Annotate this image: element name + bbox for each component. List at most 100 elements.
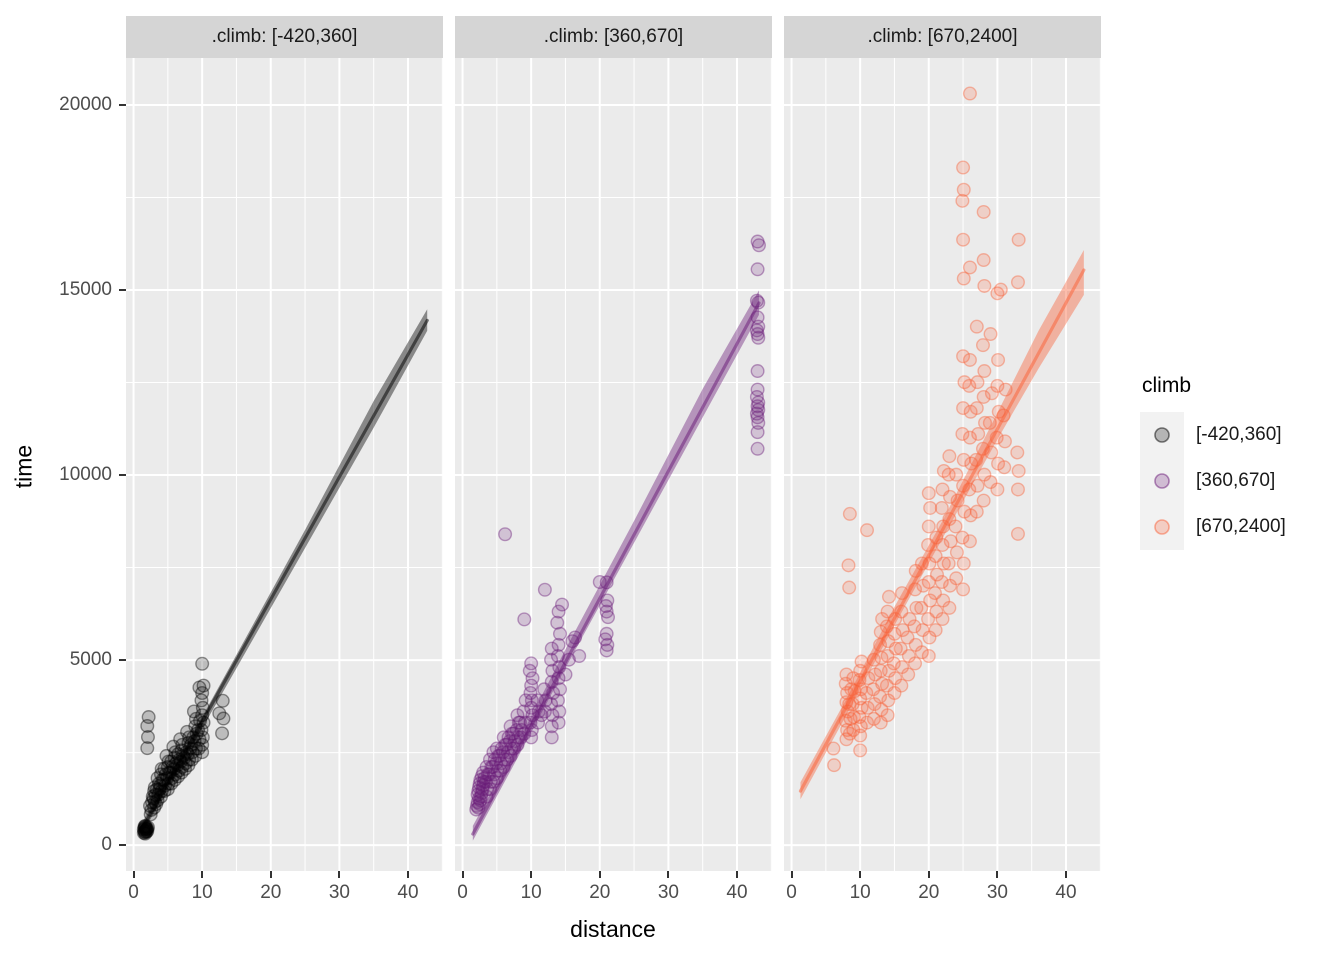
data-point (942, 449, 957, 464)
data-point (524, 678, 539, 693)
data-point (178, 761, 193, 776)
data-point (489, 771, 504, 786)
data-point (854, 654, 869, 669)
data-point (971, 426, 986, 441)
data-point (852, 673, 867, 688)
data-point (551, 671, 566, 686)
legend-title: climb (1142, 374, 1192, 397)
data-point (164, 776, 179, 791)
data-point (506, 726, 521, 741)
data-point (866, 682, 881, 697)
data-point (162, 765, 177, 780)
panel-plot-area (455, 58, 772, 871)
data-point (914, 645, 929, 660)
x-tick-label: 30 (328, 882, 350, 903)
data-point (599, 575, 614, 590)
data-point (471, 784, 486, 799)
x-tick-label: 0 (128, 882, 139, 903)
data-point (180, 724, 195, 739)
data-point (915, 623, 930, 638)
data-point (978, 415, 993, 430)
legend: climb [-420,360] [360,670] [670,2400] (1130, 374, 1344, 550)
x-tick-mark (859, 871, 862, 878)
data-point (472, 791, 487, 806)
data-point (517, 726, 532, 741)
data-point (860, 523, 875, 538)
data-point (486, 745, 501, 760)
data-point (840, 686, 855, 701)
data-point (941, 556, 956, 571)
data-point (839, 732, 854, 747)
data-point (900, 630, 915, 645)
data-point (137, 819, 152, 834)
data-point (484, 760, 499, 775)
data-point (838, 713, 853, 728)
data-point (140, 741, 155, 756)
data-point (472, 797, 487, 812)
x-tick-mark (736, 871, 738, 878)
data-point (164, 771, 179, 786)
x-tick-mark (1065, 871, 1067, 878)
data-point (504, 741, 519, 756)
data-point (879, 619, 894, 634)
x-axis-title: distance (570, 916, 656, 942)
data-point (942, 512, 957, 527)
y-tick-label: 20000 (59, 93, 112, 115)
x-tick-mark (269, 871, 272, 878)
data-point (485, 760, 500, 775)
data-point (887, 626, 902, 641)
data-point (171, 747, 186, 762)
data-point (551, 715, 566, 730)
data-point (957, 504, 972, 519)
y-tick-mark (119, 659, 126, 662)
data-point (840, 704, 855, 719)
data-point (163, 765, 178, 780)
data-point (921, 519, 936, 534)
data-point (901, 649, 916, 664)
data-point (195, 656, 210, 671)
data-point (140, 821, 155, 836)
data-point (511, 715, 526, 730)
x-tick-mark (132, 871, 135, 878)
x-tick-label: 20 (260, 882, 282, 903)
data-point (182, 741, 197, 756)
data-point (544, 697, 559, 712)
data-point (138, 819, 153, 834)
legend-item-label: [-420,360] (1196, 424, 1282, 445)
data-point (474, 785, 489, 800)
data-point (750, 262, 765, 277)
data-point (970, 375, 985, 390)
data-point (873, 663, 888, 678)
data-point (191, 741, 206, 756)
data-point (544, 652, 559, 667)
data-point (147, 784, 162, 799)
data-point (881, 634, 896, 649)
data-point (955, 193, 970, 208)
data-point (996, 408, 1011, 423)
data-point (544, 674, 559, 689)
data-point (873, 689, 888, 704)
data-point (991, 456, 1006, 471)
panel-plot-area (126, 58, 443, 871)
data-point (518, 693, 533, 708)
data-point (601, 610, 616, 625)
data-point (998, 382, 1013, 397)
data-point (174, 743, 189, 758)
legend-key (1140, 412, 1184, 458)
data-point (138, 821, 153, 836)
y-tick-label: 5000 (69, 649, 112, 671)
legend-point-icon-circle (1154, 519, 1170, 535)
data-point (188, 748, 203, 763)
x-tick-label: 20 (918, 882, 940, 903)
data-point (893, 641, 908, 656)
data-point (185, 745, 200, 760)
data-point (500, 752, 515, 767)
data-point (943, 534, 958, 549)
points-layer (826, 86, 1026, 773)
data-point (941, 467, 956, 482)
data-point (194, 693, 209, 708)
data-point (212, 706, 227, 721)
data-point (187, 734, 202, 749)
data-point (143, 798, 158, 813)
data-point (157, 761, 172, 776)
